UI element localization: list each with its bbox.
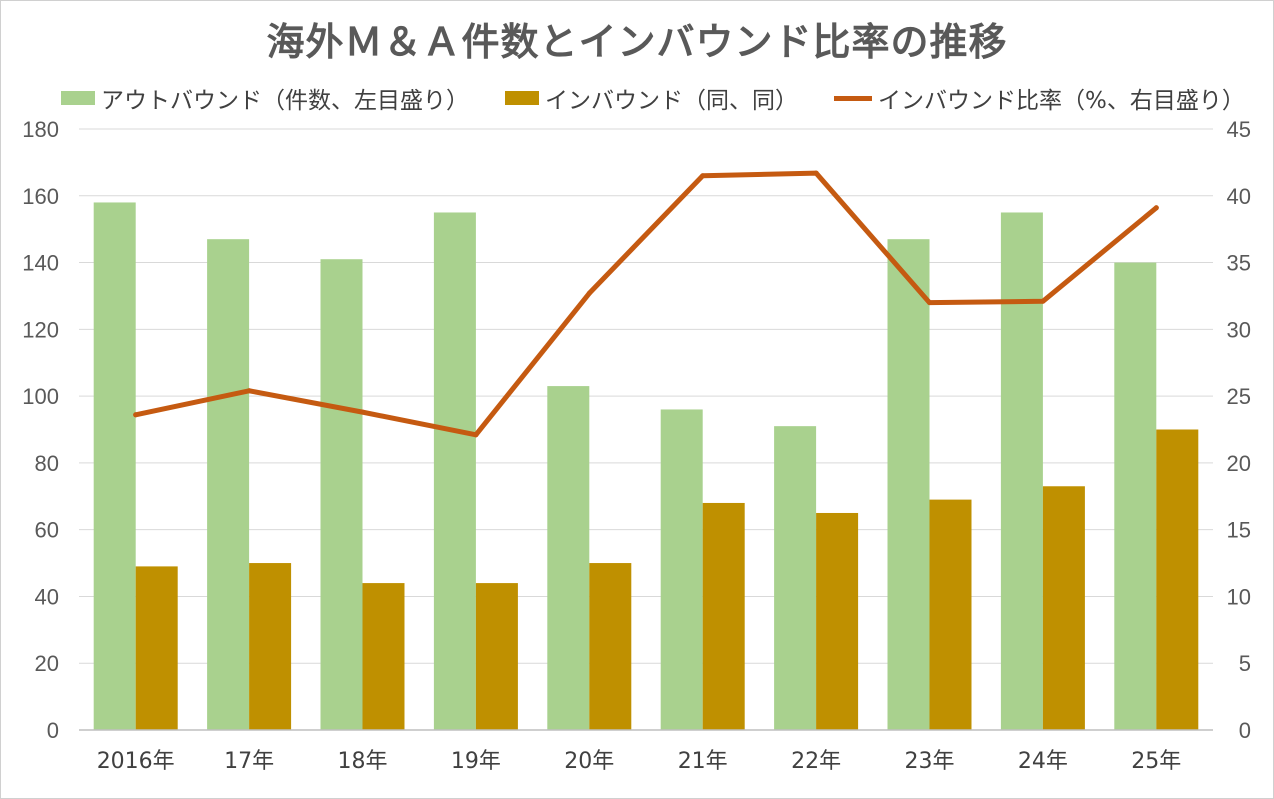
y-left-tick-label: 40 (35, 584, 59, 609)
y-left-tick-label: 60 (35, 518, 59, 543)
y-right-tick-label: 35 (1227, 251, 1251, 276)
bar-outbound (1114, 262, 1157, 730)
y-left-tick-label: 160 (22, 184, 59, 209)
x-tick-label: 2016年 (97, 749, 175, 774)
point-inbound-ratio (360, 409, 365, 415)
point-inbound-ratio (246, 388, 252, 394)
legend-label-outbound: アウトバウンド（件数、左目盛り） (101, 88, 469, 114)
bar-outbound (887, 239, 930, 730)
bar-outbound (93, 202, 136, 730)
bar-inbound (362, 583, 405, 730)
bar-outbound (433, 212, 476, 730)
point-inbound-ratio (1040, 298, 1046, 304)
point-inbound-ratio (813, 170, 819, 176)
bar-outbound (547, 386, 590, 730)
y-right-tick-label: 10 (1227, 584, 1251, 609)
y-right-tick-label: 30 (1227, 317, 1251, 342)
point-inbound-ratio (1153, 205, 1159, 211)
x-tick-label: 18年 (338, 749, 388, 774)
legend-item-outbound: アウトバウンド（件数、左目盛り） (61, 81, 469, 115)
point-inbound-ratio (927, 300, 932, 306)
bar-inbound (1156, 429, 1199, 730)
bar-inbound (589, 563, 632, 730)
x-tick-label: 19年 (451, 749, 501, 774)
x-tick-label: 21年 (678, 749, 728, 774)
y-right-tick-label: 45 (1227, 117, 1251, 142)
bar-outbound (774, 426, 817, 730)
legend-swatch-outbound (61, 91, 95, 105)
y-left-tick-label: 100 (22, 384, 59, 409)
legend: アウトバウンド（件数、左目盛り） インバウンド（同、同） インバウンド比率（%、… (61, 81, 1245, 115)
y-left-tick-label: 140 (22, 251, 59, 276)
x-tick-label: 25年 (1131, 749, 1181, 774)
point-inbound-ratio (473, 432, 479, 438)
y-left-tick-label: 80 (35, 451, 59, 476)
y-right-tick-label: 15 (1227, 518, 1251, 543)
y-right-tick-label: 20 (1227, 451, 1251, 476)
line-inbound-ratio (133, 170, 1159, 438)
y-left-tick-label: 0 (47, 718, 59, 743)
point-inbound-ratio (700, 173, 706, 179)
bar-inbound (702, 502, 745, 730)
point-inbound-ratio (586, 290, 592, 296)
legend-label-ratio: インバウンド比率（%、右目盛り） (878, 88, 1245, 114)
bar-outbound (207, 239, 250, 730)
y-left-tick-label: 180 (22, 117, 59, 142)
legend-label-inbound: インバウンド（同、同） (545, 88, 798, 114)
x-tick-label: 24年 (1018, 749, 1068, 774)
bar-inbound (929, 499, 972, 730)
y-right-tick-label: 25 (1227, 384, 1251, 409)
bar-inbound (475, 583, 518, 730)
legend-swatch-inbound (505, 91, 539, 105)
bar-outbound (1000, 212, 1043, 730)
bar-outbound (660, 409, 703, 730)
y-right-tick-label: 5 (1239, 651, 1251, 676)
y-right-tick-label: 40 (1227, 184, 1251, 209)
bar-inbound (249, 563, 292, 730)
bar-inbound (816, 512, 859, 730)
legend-item-inbound: インバウンド（同、同） (505, 81, 798, 115)
y-left-tick-label: 20 (35, 651, 59, 676)
legend-swatch-ratio (834, 95, 872, 101)
chart-title: 海外Ｍ＆Ａ件数とインバウンド比率の推移 (266, 20, 1008, 64)
x-tick-label: 23年 (905, 749, 955, 774)
y-right-tick-label: 0 (1239, 718, 1251, 743)
bar-inbound (135, 566, 178, 730)
x-tick-label: 17年 (224, 749, 274, 774)
bar-outbound (320, 259, 363, 730)
bar-inbound (1042, 486, 1085, 730)
x-tick-label: 20年 (564, 749, 614, 774)
y-left-tick-label: 120 (22, 317, 59, 342)
legend-item-ratio: インバウンド比率（%、右目盛り） (834, 81, 1245, 115)
point-inbound-ratio (133, 412, 139, 418)
x-tick-label: 22年 (791, 749, 841, 774)
